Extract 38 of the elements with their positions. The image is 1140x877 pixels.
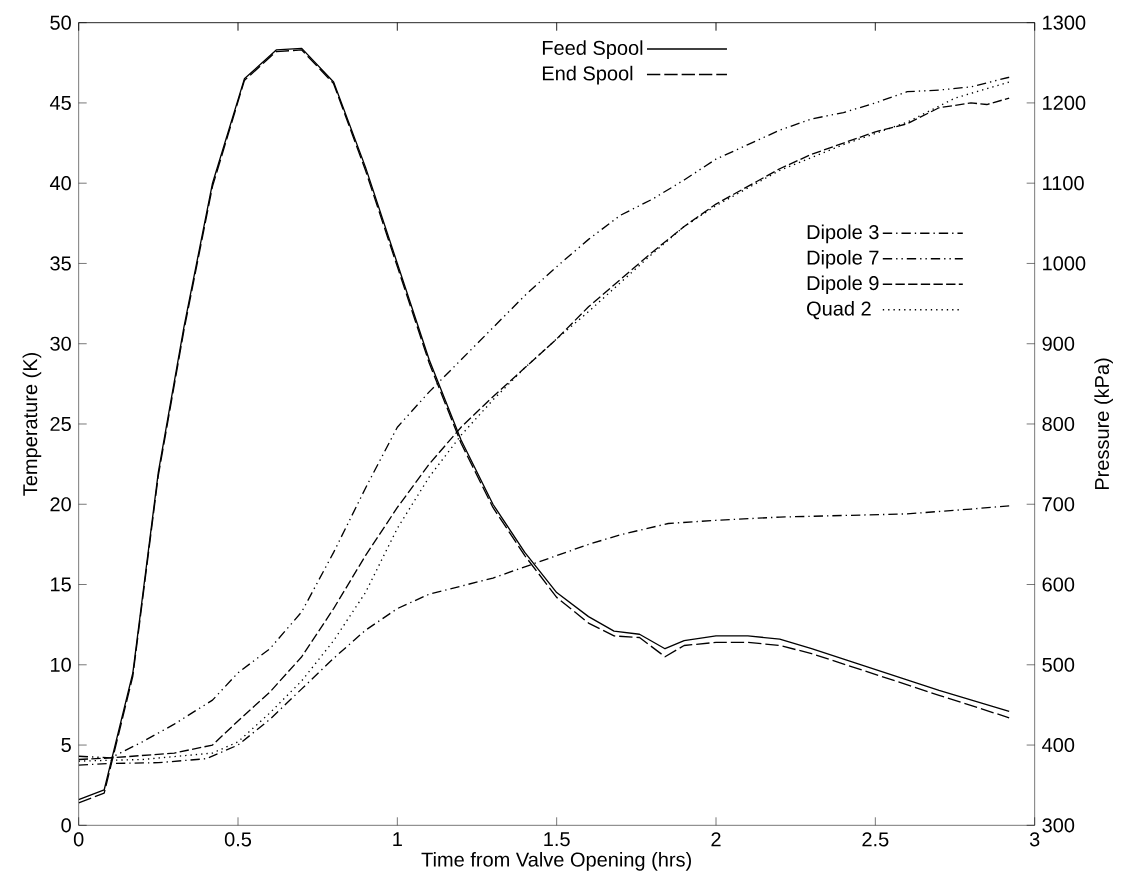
y2-tick-label: 600 (1042, 577, 1075, 592)
x-tick-label: 1 (393, 832, 402, 846)
y2-tick-label: 800 (1042, 416, 1075, 431)
legend-label: Quad 2 (807, 300, 871, 320)
x-tick-label: 0.5 (224, 832, 252, 847)
y2-tick-label: 1000 (1043, 256, 1086, 271)
y2-tick-label: 700 (1042, 497, 1075, 512)
y-axis-title: Temperature (K) (22, 352, 42, 496)
y2-tick-label: 400 (1042, 737, 1075, 752)
y-tick-label: 35 (50, 256, 71, 271)
y2-tick-label: 900 (1042, 336, 1075, 351)
x-tick-label: 2 (711, 832, 721, 847)
y2-tick-label: 500 (1042, 657, 1075, 672)
legend-label: Dipole 7 (807, 249, 879, 269)
y2-tick-label: 1300 (1043, 15, 1086, 30)
y-tick-label: 40 (49, 175, 71, 191)
y-tick-label: 30 (50, 336, 71, 351)
y2-tick-label: 1100 (1043, 175, 1084, 191)
y-tick-label: 20 (50, 497, 71, 512)
legend-label: End Spool (542, 65, 633, 85)
y2-tick-label: 300 (1042, 818, 1075, 833)
legend-label: Dipole 9 (807, 275, 879, 294)
y-tick-label: 0 (61, 818, 71, 833)
x-tick-label: 1.5 (544, 832, 570, 847)
y-tick-label: 45 (49, 95, 71, 110)
y2-axis-title: Pressure (kPa) (1094, 358, 1113, 489)
legend-label: Feed Spool (542, 40, 643, 59)
x-tick-label: 0 (73, 832, 84, 847)
x-axis-title: Time from Valve Opening (hrs) (421, 851, 691, 871)
y-tick-label: 25 (50, 416, 71, 431)
y-tick-label: 10 (51, 657, 71, 672)
y2-tick-label: 1200 (1043, 95, 1086, 110)
x-tick-label: 3 (1029, 832, 1040, 847)
legend-label: Dipole 3 (807, 224, 879, 243)
y-tick-label: 15 (51, 577, 71, 592)
x-tick-label: 2.5 (862, 832, 889, 847)
y-tick-label: 50 (50, 15, 71, 30)
y-tick-label: 5 (61, 737, 71, 752)
